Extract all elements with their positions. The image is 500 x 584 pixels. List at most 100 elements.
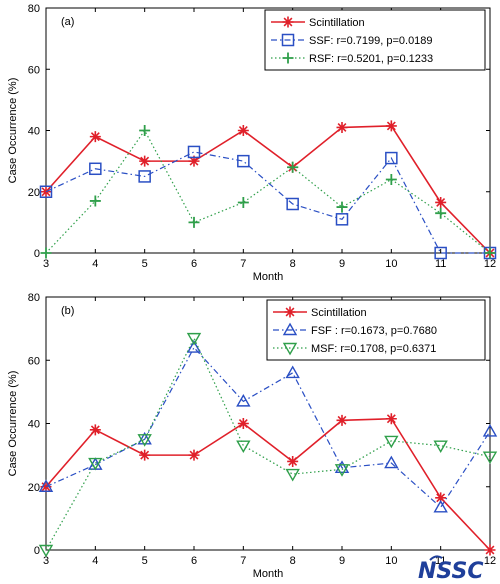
series-1 (40, 413, 496, 556)
x-tick-label: 3 (43, 555, 49, 567)
data-point (88, 457, 103, 471)
data-point (39, 185, 53, 198)
series-3 (38, 332, 498, 558)
data-point (435, 492, 447, 504)
series-line (45, 417, 491, 551)
data-point (187, 145, 201, 159)
data-point (384, 455, 399, 469)
data-point (186, 332, 202, 346)
data-point (433, 440, 448, 454)
watermark-text: NSSC (418, 559, 483, 584)
data-point (484, 247, 496, 259)
y-tick-label: 40 (28, 419, 40, 431)
series-3 (40, 125, 496, 259)
data-point (38, 479, 54, 492)
y-tick-label: 20 (28, 187, 40, 199)
data-point (89, 131, 101, 143)
y-tick-label: 0 (34, 545, 40, 557)
data-point (285, 468, 300, 482)
data-point (236, 393, 251, 407)
legend-marker (282, 322, 298, 336)
data-point (38, 544, 54, 558)
panel-label: (a) (61, 16, 74, 28)
series-line (45, 151, 490, 254)
legend-entry-label: MSF: r=0.1708, p=0.6371 (311, 343, 436, 355)
legend-marker (284, 306, 296, 318)
series-line (45, 336, 491, 551)
x-tick-label: 10 (385, 258, 397, 270)
data-point (334, 460, 350, 473)
y-tick-label: 0 (34, 248, 40, 260)
x-tick-label: 6 (191, 258, 197, 270)
data-point (287, 161, 299, 173)
x-tick-label: 10 (385, 555, 397, 567)
data-point (139, 155, 151, 167)
data-point (434, 246, 447, 260)
chart-panel-1: 3 4 5 6 7 8 9 10 11 12 0 20 40 60 80 Month Case Occurren… (7, 3, 497, 283)
y-tick-label: 80 (28, 3, 40, 15)
legend-marker (282, 16, 294, 28)
y-tick-label: 80 (28, 292, 40, 304)
legend-marker (281, 33, 295, 47)
data-point (336, 414, 348, 426)
x-tick-label: 3 (43, 258, 49, 270)
data-point (335, 213, 349, 226)
data-point (285, 365, 300, 379)
x-tick-label: 12 (484, 258, 496, 270)
y-axis-label: Case Occurrence (%) (7, 78, 19, 184)
x-tick-label: 9 (339, 555, 345, 567)
y-tick-label: 40 (28, 126, 40, 138)
data-point (89, 195, 101, 207)
x-tick-label: 11 (435, 258, 446, 270)
data-point (385, 174, 397, 185)
panel-label: (b) (61, 305, 74, 317)
series-line (45, 125, 491, 254)
data-point (188, 449, 200, 461)
y-tick-label: 60 (28, 355, 40, 367)
data-point (237, 154, 250, 168)
data-point (482, 451, 498, 465)
x-axis-label: Month (253, 568, 284, 580)
data-point (139, 449, 151, 461)
legend: Scintillation SSF: r=0.7199, p=0.0189 RSF:… (264, 9, 486, 71)
data-point (286, 197, 299, 211)
data-point (435, 196, 447, 208)
data-point (385, 413, 397, 425)
x-tick-label: 8 (290, 555, 296, 567)
x-tick-label: 9 (339, 258, 345, 270)
data-point (336, 201, 348, 213)
x-tick-label: 8 (290, 258, 296, 270)
data-point (385, 151, 398, 165)
x-axis-label: Month (253, 271, 284, 283)
series-1 (40, 120, 496, 259)
data-point (237, 196, 249, 208)
x-tick-label: 7 (240, 555, 246, 567)
legend-entry-label: Scintillation (309, 17, 365, 29)
data-point (433, 499, 448, 513)
data-point (484, 544, 496, 556)
legend-marker (282, 342, 298, 356)
data-point (137, 431, 152, 445)
watermark-swoosh (429, 555, 443, 561)
x-tick-label: 5 (142, 258, 148, 270)
x-tick-label: 5 (142, 555, 148, 567)
data-point (237, 125, 249, 136)
data-point (138, 170, 151, 183)
data-point (89, 162, 102, 176)
y-tick-label: 20 (28, 482, 40, 494)
data-point (186, 340, 202, 353)
data-point (435, 207, 447, 219)
data-point (139, 125, 151, 136)
legend-entry-label: Scintillation (311, 307, 367, 319)
x-tick-label: 4 (92, 258, 98, 270)
data-point (482, 423, 498, 437)
data-point (336, 121, 348, 133)
x-tick-label: 11 (435, 555, 446, 567)
x-tick-label: 6 (191, 555, 197, 567)
series-2 (39, 145, 497, 260)
data-point (384, 435, 399, 449)
series-2 (38, 340, 498, 513)
data-point (188, 155, 200, 167)
data-point (236, 440, 251, 454)
